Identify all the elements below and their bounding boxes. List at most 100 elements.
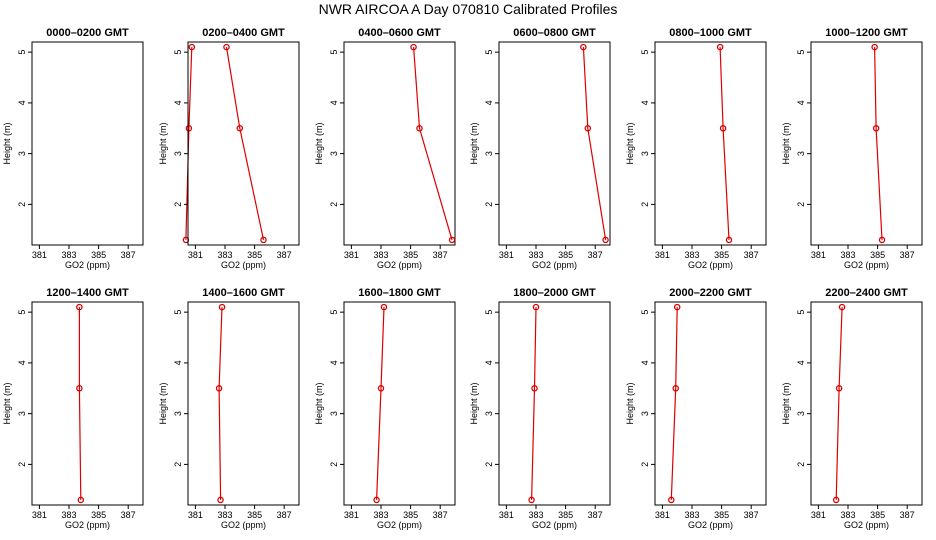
x-tick-label: 381 bbox=[811, 510, 826, 520]
y-tick-label: 4 bbox=[329, 360, 339, 365]
panel-11: 2000–2200 GMT 381 383 385 387 2 3 4 5 GO2 (ppm) He… bbox=[625, 287, 767, 530]
x-tick-label: 381 bbox=[188, 250, 203, 260]
x-tick-label: 385 bbox=[870, 510, 885, 520]
y-axis-label: Height (m) bbox=[2, 382, 12, 424]
plot-frame bbox=[343, 41, 456, 246]
x-tick-label: 385 bbox=[91, 250, 106, 260]
profile-line bbox=[874, 47, 883, 240]
y-tick-label: 4 bbox=[173, 360, 183, 365]
profile-line bbox=[531, 307, 537, 500]
x-tick-label: 381 bbox=[499, 510, 514, 520]
data-point bbox=[716, 43, 724, 51]
y-tick-label: 4 bbox=[796, 360, 806, 365]
y-tick-label: 4 bbox=[17, 360, 27, 365]
y-tick-label: 2 bbox=[17, 462, 27, 467]
x-tick-label: 381 bbox=[32, 510, 47, 520]
profile-line bbox=[413, 47, 453, 241]
data-point bbox=[878, 236, 886, 244]
profile-line bbox=[185, 47, 193, 240]
panel-1: 0000–0200 GMT 381 383 385 387 2 3 4 5 GO2 (ppm) He… bbox=[2, 27, 196, 270]
data-point bbox=[76, 385, 83, 392]
x-tick-label: 383 bbox=[61, 250, 76, 260]
y-tick-label: 3 bbox=[796, 151, 806, 156]
x-tick-label: 381 bbox=[344, 510, 359, 520]
y-axis-label: Height (m) bbox=[625, 122, 635, 164]
y-tick-label: 3 bbox=[329, 411, 339, 416]
data-point bbox=[580, 43, 587, 51]
y-tick-label: 5 bbox=[17, 310, 27, 315]
data-point bbox=[380, 303, 388, 311]
x-tick-label: 385 bbox=[247, 510, 262, 520]
y-tick-label: 5 bbox=[329, 50, 339, 55]
panel-title: 0200–0400 GMT bbox=[202, 27, 285, 39]
x-tick-label: 383 bbox=[684, 250, 699, 260]
y-axis-label: Height (m) bbox=[2, 122, 12, 164]
panel-8: 1400–1600 GMT 381 383 385 387 2 3 4 5 GO2 (ppm) He… bbox=[158, 287, 300, 530]
x-axis-label: GO2 (ppm) bbox=[532, 260, 577, 270]
plot-frame bbox=[31, 41, 144, 246]
y-tick-label: 2 bbox=[173, 462, 183, 467]
y-tick-label: 5 bbox=[640, 50, 650, 55]
x-tick-label: 381 bbox=[655, 510, 670, 520]
y-tick-label: 5 bbox=[329, 310, 339, 315]
y-tick-label: 4 bbox=[484, 100, 494, 105]
x-tick-label: 385 bbox=[91, 510, 106, 520]
data-point bbox=[832, 496, 840, 504]
x-tick-label: 387 bbox=[121, 510, 136, 520]
x-tick-label: 381 bbox=[32, 250, 47, 260]
y-axis-label: Height (m) bbox=[314, 382, 324, 424]
profile-line bbox=[78, 307, 82, 500]
y-tick-label: 2 bbox=[484, 202, 494, 207]
plot-frame bbox=[654, 301, 767, 506]
x-axis-label: GO2 (ppm) bbox=[688, 520, 733, 530]
data-point bbox=[185, 125, 193, 132]
y-tick-label: 4 bbox=[796, 100, 806, 105]
data-point bbox=[531, 385, 538, 392]
panel-title: 1800–2000 GMT bbox=[513, 287, 596, 299]
data-point bbox=[182, 236, 190, 244]
x-tick-label: 383 bbox=[373, 250, 388, 260]
y-tick-label: 2 bbox=[17, 202, 27, 207]
panel-title: 0000–0200 GMT bbox=[46, 27, 129, 39]
x-tick-label: 381 bbox=[344, 250, 359, 260]
y-tick-label: 4 bbox=[173, 100, 183, 105]
y-tick-label: 3 bbox=[173, 411, 183, 416]
x-tick-label: 385 bbox=[403, 250, 418, 260]
data-point bbox=[602, 236, 609, 244]
y-tick-label: 5 bbox=[796, 310, 806, 315]
x-tick-label: 385 bbox=[870, 250, 885, 260]
y-tick-label: 2 bbox=[796, 202, 806, 207]
x-tick-label: 383 bbox=[840, 250, 855, 260]
x-tick-label: 385 bbox=[558, 250, 573, 260]
x-tick-label: 385 bbox=[247, 250, 262, 260]
x-tick-label: 383 bbox=[217, 250, 232, 260]
x-axis-label: GO2 (ppm) bbox=[221, 520, 266, 530]
panels-grid: 0000–0200 GMT 381 383 385 387 2 3 4 5 GO2 (ppm) He… bbox=[2, 27, 923, 530]
panel-title: 0600–0800 GMT bbox=[513, 27, 596, 39]
data-point bbox=[668, 496, 675, 504]
data-point bbox=[528, 496, 535, 504]
y-axis-label: Height (m) bbox=[469, 122, 479, 164]
x-axis-label: GO2 (ppm) bbox=[221, 260, 266, 270]
x-tick-label: 385 bbox=[558, 510, 573, 520]
x-tick-label: 387 bbox=[744, 250, 759, 260]
x-tick-label: 381 bbox=[188, 510, 203, 520]
panel-title: 1200–1400 GMT bbox=[46, 287, 129, 299]
data-point bbox=[410, 43, 417, 51]
data-point bbox=[373, 496, 380, 504]
x-axis-label: GO2 (ppm) bbox=[377, 260, 422, 270]
x-tick-label: 387 bbox=[588, 250, 603, 260]
x-axis-label: GO2 (ppm) bbox=[532, 520, 577, 530]
y-axis-label: Height (m) bbox=[781, 122, 791, 164]
figure-title: NWR AIRCOA A Day 070810 Calibrated Profi… bbox=[319, 1, 618, 17]
x-tick-label: 385 bbox=[403, 510, 418, 520]
panel-title: 2200–2400 GMT bbox=[825, 287, 908, 299]
panel-2: 0200–0400 GMT 381 383 385 387 2 3 4 5 GO2 (ppm) He… bbox=[158, 27, 300, 270]
x-tick-label: 387 bbox=[121, 250, 136, 260]
y-tick-label: 4 bbox=[640, 100, 650, 105]
panel-7: 1200–1400 GMT 381 383 385 387 2 3 4 5 GO2 (ppm) He… bbox=[2, 287, 144, 530]
data-point bbox=[448, 236, 456, 244]
y-tick-label: 3 bbox=[484, 411, 494, 416]
x-axis-label: GO2 (ppm) bbox=[844, 520, 889, 530]
